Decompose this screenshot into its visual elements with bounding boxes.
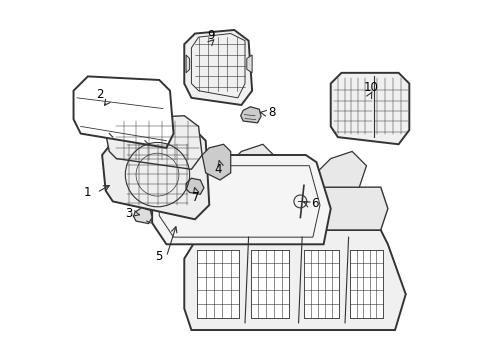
Text: 8: 8 <box>268 106 275 120</box>
FancyBboxPatch shape <box>251 249 289 318</box>
Polygon shape <box>247 55 252 73</box>
Text: 3: 3 <box>125 207 133 220</box>
Polygon shape <box>317 152 367 187</box>
Text: 9: 9 <box>207 29 215 42</box>
Text: 5: 5 <box>155 250 162 263</box>
Text: 6: 6 <box>311 197 318 210</box>
Text: 2: 2 <box>97 88 104 101</box>
Polygon shape <box>74 76 173 148</box>
Text: 10: 10 <box>363 81 378 94</box>
Polygon shape <box>152 155 331 244</box>
Polygon shape <box>184 30 252 105</box>
Polygon shape <box>227 144 277 187</box>
FancyBboxPatch shape <box>350 249 383 318</box>
Text: 7: 7 <box>192 191 199 204</box>
Polygon shape <box>184 230 406 330</box>
Polygon shape <box>202 187 388 230</box>
FancyBboxPatch shape <box>304 249 340 318</box>
Polygon shape <box>134 208 152 224</box>
Polygon shape <box>241 107 261 123</box>
Text: 4: 4 <box>215 163 222 176</box>
FancyBboxPatch shape <box>197 249 239 318</box>
Polygon shape <box>102 126 209 219</box>
Text: 1: 1 <box>84 186 92 199</box>
Polygon shape <box>106 116 202 169</box>
Polygon shape <box>331 73 409 144</box>
Polygon shape <box>202 144 231 180</box>
Polygon shape <box>186 55 190 73</box>
Polygon shape <box>186 178 204 194</box>
